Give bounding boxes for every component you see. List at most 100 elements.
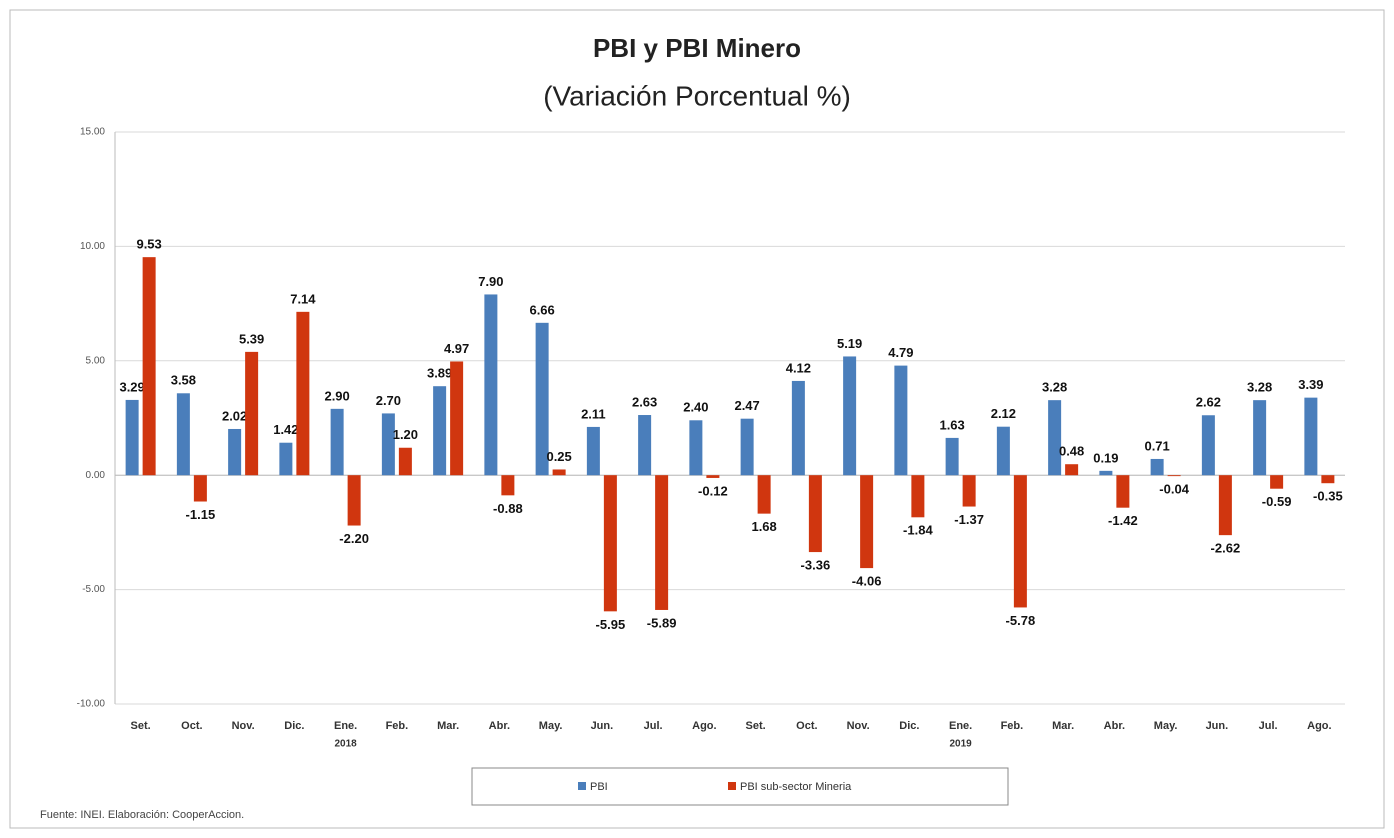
bar <box>706 475 720 478</box>
bar <box>296 311 310 476</box>
bar <box>586 426 600 476</box>
value-label: -1.15 <box>186 507 216 522</box>
bar <box>1253 400 1267 476</box>
y-tick-label: 10.00 <box>80 241 105 252</box>
bar <box>1150 458 1164 476</box>
x-tick-label: Set. <box>131 720 151 732</box>
bar <box>1116 475 1130 508</box>
bar <box>1270 475 1284 489</box>
value-label: -1.42 <box>1108 513 1138 528</box>
x-tick-label: Mar. <box>1052 720 1074 732</box>
x-tick-label: Nov. <box>847 720 870 732</box>
x-tick-label: Feb. <box>386 720 409 732</box>
x-tick-label: Ago. <box>1307 720 1331 732</box>
x-tick-label: May. <box>539 720 563 732</box>
value-label: 0.25 <box>546 449 571 464</box>
value-label: -0.35 <box>1313 489 1343 504</box>
bar <box>1048 400 1062 476</box>
legend-label: PBI sub-sector Mineria <box>740 781 852 793</box>
x-tick-year: 2019 <box>950 739 973 750</box>
x-tick-label: Nov. <box>232 720 255 732</box>
value-label: 4.12 <box>786 360 811 375</box>
bar <box>381 413 395 476</box>
value-label: 2.02 <box>222 408 247 423</box>
bar <box>757 475 771 514</box>
value-label: 3.28 <box>1042 380 1067 395</box>
y-tick-label: 5.00 <box>86 355 106 366</box>
value-label: 2.11 <box>581 406 606 421</box>
bar <box>552 469 566 476</box>
value-label: 3.89 <box>427 366 452 381</box>
bar <box>1167 475 1181 477</box>
bar <box>142 257 156 476</box>
value-label: -1.37 <box>954 512 984 527</box>
bar <box>484 294 498 476</box>
x-tick-label: Mar. <box>437 720 459 732</box>
y-tick-label: -5.00 <box>82 584 105 595</box>
value-label: 5.39 <box>239 331 264 346</box>
bar <box>689 420 703 476</box>
chart-title: PBI y PBI Minero <box>593 33 801 63</box>
legend-swatch <box>728 782 736 790</box>
value-label: 4.97 <box>444 341 469 356</box>
value-label: 7.14 <box>290 291 316 306</box>
y-tick-label: -10.00 <box>77 699 106 710</box>
value-label: 3.28 <box>1247 380 1272 395</box>
x-tick-label: Dic. <box>899 720 919 732</box>
bar <box>740 418 754 476</box>
x-tick-label: Dic. <box>284 720 304 732</box>
x-tick-label: Abr. <box>489 720 510 732</box>
bar <box>1013 475 1027 608</box>
bar <box>996 426 1010 476</box>
value-label: 3.58 <box>171 373 196 388</box>
bar <box>860 475 874 569</box>
bar <box>945 437 959 476</box>
x-tick-label: Ene. <box>949 720 972 732</box>
value-label: 3.39 <box>1298 377 1323 392</box>
value-label: 2.70 <box>376 393 401 408</box>
bar <box>176 393 190 476</box>
value-label: -2.62 <box>1211 541 1241 556</box>
bar <box>843 356 857 476</box>
bar <box>603 475 617 612</box>
bar <box>1218 475 1232 536</box>
bar <box>962 475 976 507</box>
x-tick-year: 2018 <box>335 739 358 750</box>
legend-box <box>471 767 1009 806</box>
y-tick-label: 15.00 <box>80 127 105 138</box>
value-label: -5.78 <box>1006 613 1036 628</box>
bar <box>193 475 207 502</box>
value-label: 5.19 <box>837 336 862 351</box>
value-label: -2.20 <box>339 531 369 546</box>
bar <box>347 475 361 526</box>
bar <box>125 399 139 476</box>
legend-label: PBI <box>590 781 608 793</box>
x-tick-label: Ago. <box>692 720 716 732</box>
x-tick-label: Feb. <box>1001 720 1024 732</box>
value-label: 6.66 <box>529 302 554 317</box>
bar <box>228 428 242 476</box>
legend-swatch <box>578 782 586 790</box>
y-tick-label: 0.00 <box>86 470 106 481</box>
bar <box>638 415 652 476</box>
x-tick-label: Oct. <box>181 720 202 732</box>
bar <box>1201 415 1215 476</box>
x-tick-label: Jul. <box>644 720 663 732</box>
value-label: 0.71 <box>1144 438 1169 453</box>
bar <box>1321 475 1335 484</box>
value-label: 2.12 <box>991 406 1016 421</box>
value-label: -0.12 <box>698 483 728 498</box>
x-tick-label: Ene. <box>334 720 357 732</box>
x-tick-label: Set. <box>746 720 766 732</box>
bar <box>1065 464 1079 476</box>
value-label: -5.89 <box>647 615 677 630</box>
bar <box>501 475 515 496</box>
bar <box>894 365 908 476</box>
value-label: 2.62 <box>1196 395 1221 410</box>
x-tick-label: Jun. <box>591 720 614 732</box>
bar <box>450 361 464 476</box>
value-label: -0.59 <box>1262 494 1292 509</box>
chart-subtitle: (Variación Porcentual %) <box>543 80 851 111</box>
bar <box>1304 397 1318 476</box>
